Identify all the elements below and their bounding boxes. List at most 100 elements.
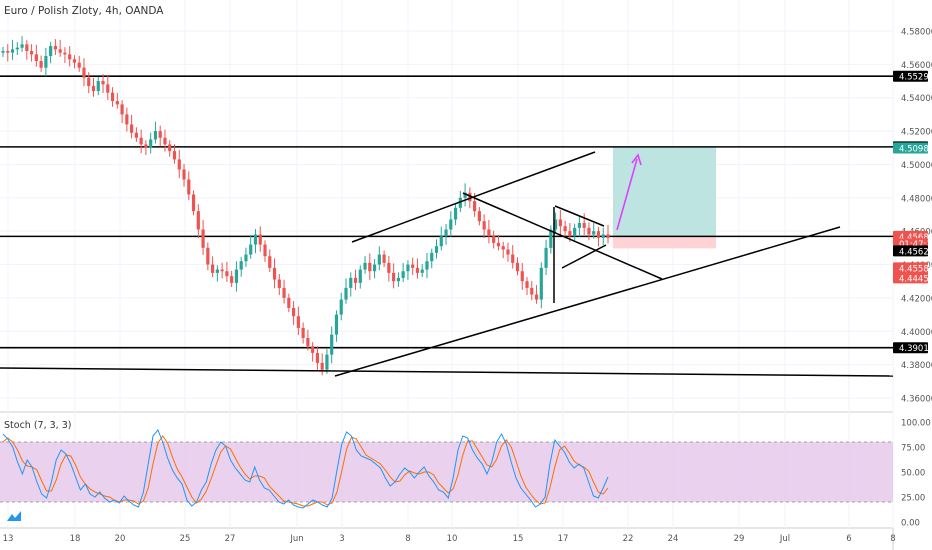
y-tick-label: 4.40000 xyxy=(901,328,932,338)
stoch-tick-label: 75.00 xyxy=(901,444,925,454)
x-tick-label: 8 xyxy=(890,534,895,544)
y-tick-label: 4.56000 xyxy=(901,61,932,71)
x-tick-label: 18 xyxy=(70,534,81,544)
price-tag-label: 4.45688 xyxy=(899,233,932,243)
candle-body xyxy=(296,316,300,328)
price-tag-label: 4.44451 xyxy=(899,274,932,284)
candle-body xyxy=(477,211,481,222)
candle-body xyxy=(120,104,124,115)
candle-body xyxy=(234,269,239,283)
candle-body xyxy=(315,352,320,363)
y-tick-label: 4.38000 xyxy=(901,361,932,371)
candle-body xyxy=(487,229,491,237)
x-tick-label: 27 xyxy=(225,534,236,544)
candle-body xyxy=(153,131,158,140)
candle-body xyxy=(187,179,191,195)
candle-body xyxy=(301,327,305,338)
candle-body xyxy=(253,234,258,245)
candle-body xyxy=(291,307,296,317)
candle-body xyxy=(172,151,177,160)
candle-body xyxy=(368,262,372,272)
candle-body xyxy=(377,254,381,265)
candle-body xyxy=(311,346,315,353)
candle-body xyxy=(101,81,105,85)
candle-body xyxy=(544,247,548,268)
price-tag xyxy=(893,342,928,354)
candle-body xyxy=(268,256,272,268)
price-tag-label: 4.50985 xyxy=(899,145,932,155)
x-tick-label: 13 xyxy=(3,534,14,544)
candle-body xyxy=(201,229,205,248)
candle-body xyxy=(401,271,405,278)
candle-body xyxy=(453,207,458,220)
candle-body xyxy=(473,201,477,212)
candle-body xyxy=(439,236,443,247)
candle-body xyxy=(530,287,534,295)
price-tag-label: 4.39014 xyxy=(899,344,932,354)
trendline xyxy=(554,205,605,227)
candle-body xyxy=(325,354,329,370)
candle-body xyxy=(244,254,248,262)
candle-body xyxy=(358,269,362,283)
chart-title: Euro / Polish Zloty, 4h, OANDA xyxy=(4,5,164,17)
candle-body xyxy=(372,264,377,272)
candle-body xyxy=(215,269,219,273)
candle-body xyxy=(10,49,15,53)
x-tick-label: 8 xyxy=(405,534,410,544)
position-target-zone xyxy=(613,146,716,237)
candle-body xyxy=(139,137,143,145)
candle-body xyxy=(82,67,86,78)
x-tick-label: 10 xyxy=(447,534,458,544)
candle-body xyxy=(287,297,291,308)
candle-body xyxy=(558,219,562,227)
price-tag xyxy=(893,272,928,284)
tradingview-logo-icon[interactable] xyxy=(6,509,22,523)
candle-body xyxy=(63,52,67,55)
candle-body xyxy=(25,44,29,52)
candle-body xyxy=(44,56,48,68)
candle-body xyxy=(492,236,496,243)
candle-body xyxy=(592,231,596,235)
candle-body xyxy=(525,281,529,288)
candle-body xyxy=(177,159,181,170)
candle-body xyxy=(96,81,100,92)
candle-body xyxy=(549,229,553,248)
candle-body xyxy=(511,254,515,263)
candle-body xyxy=(20,44,24,48)
x-tick-label: 3 xyxy=(339,534,344,544)
candle-body xyxy=(573,227,577,237)
candle-body xyxy=(501,246,505,250)
candle-body xyxy=(225,271,229,277)
price-tag xyxy=(893,142,928,154)
candle-body xyxy=(353,277,358,283)
candle-body xyxy=(110,92,115,102)
position-stop-zone xyxy=(613,236,716,249)
candle-body xyxy=(577,222,582,228)
price-tag-label: 01:47:34 xyxy=(899,240,932,250)
candle-body xyxy=(415,267,420,273)
x-tick-label: 29 xyxy=(734,534,745,544)
candle-body xyxy=(49,46,53,57)
candle-body xyxy=(191,194,196,212)
candle-body xyxy=(158,131,162,138)
trendline xyxy=(334,226,841,377)
candle-body xyxy=(396,277,400,282)
candle-body xyxy=(496,242,501,247)
projection-arrow-line xyxy=(616,158,638,231)
x-tick-label: Jul xyxy=(779,534,790,544)
candle-body xyxy=(211,264,215,273)
candle-body xyxy=(606,234,610,238)
candle-body xyxy=(249,244,253,255)
candle-body xyxy=(277,279,281,288)
candle-body xyxy=(134,132,138,138)
x-tick-label: 17 xyxy=(558,534,569,544)
candle-body xyxy=(149,139,153,148)
stoch-tick-label: 25.00 xyxy=(901,494,925,504)
candle-body xyxy=(539,267,543,300)
candle-body xyxy=(320,362,324,370)
candle-body xyxy=(430,252,434,262)
candle-body xyxy=(482,221,486,230)
candle-body xyxy=(515,262,520,272)
x-tick-label: 20 xyxy=(115,534,126,544)
